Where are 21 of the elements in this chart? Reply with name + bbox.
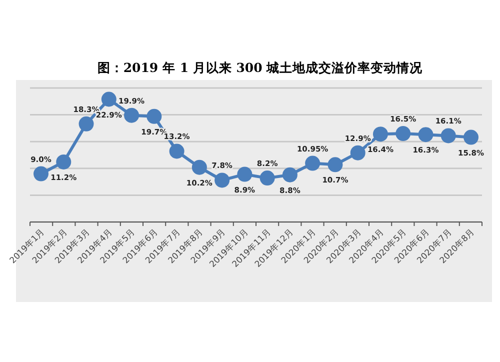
point: [78, 116, 94, 132]
point: [350, 145, 366, 160]
point: [169, 144, 184, 159]
point: [192, 160, 207, 175]
point: [56, 154, 72, 170]
point: [464, 130, 478, 145]
point: [124, 108, 140, 123]
point: [305, 156, 320, 171]
point: [396, 126, 411, 142]
point: [101, 92, 116, 107]
point: [418, 127, 434, 142]
point: [440, 128, 456, 144]
point: [34, 166, 48, 182]
point: [146, 108, 162, 124]
chart-title: 图：2019 年 1 月以来 300 城土地成交溢价率变动情况: [97, 60, 424, 75]
point: [214, 172, 230, 188]
point: [260, 170, 275, 186]
point: [237, 166, 252, 182]
point: [328, 157, 343, 172]
point: [282, 167, 298, 182]
point: [372, 126, 388, 142]
